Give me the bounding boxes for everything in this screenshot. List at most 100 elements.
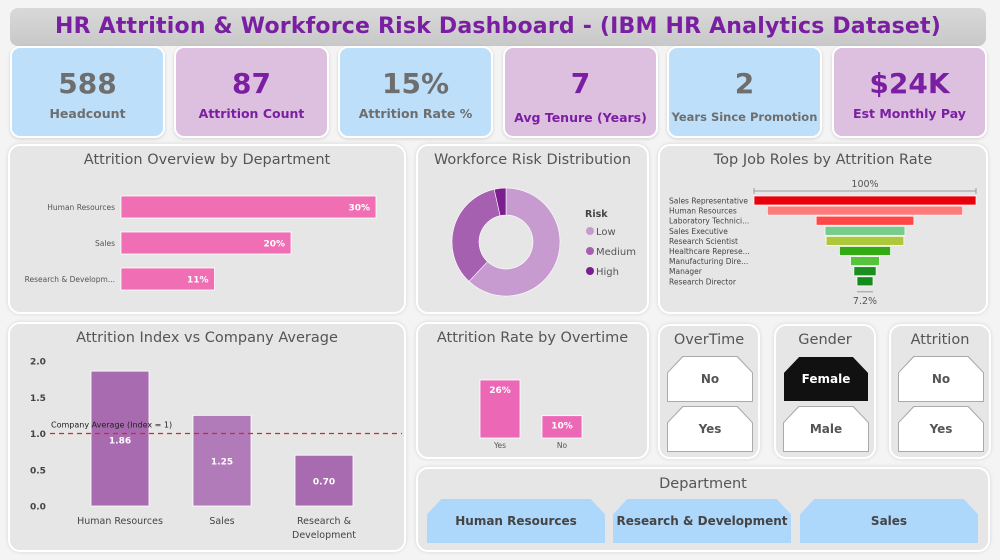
department-option-rnd[interactable]: Research & Development	[613, 499, 791, 543]
bar	[541, 415, 583, 439]
slicer-title: Gender	[798, 332, 852, 348]
legend-label: High	[596, 267, 619, 278]
kpi-attrition-rate: 15% Attrition Rate %	[338, 46, 493, 138]
kpi-headcount: 588 Headcount	[10, 46, 165, 138]
y-tick-label: 2.0	[30, 358, 46, 368]
kpi-label: Years Since Promotion	[671, 110, 818, 124]
attrition-index-panel: Attrition Index vs Company Average 0.0 0.…	[8, 322, 406, 552]
risk-distribution-panel: Workforce Risk Distribution Risk Low Mediu…	[416, 144, 649, 314]
kpi-label: Est Monthly Pay	[853, 106, 966, 121]
legend-label: Low	[596, 227, 616, 238]
chart-title: Attrition Overview by Department	[83, 152, 331, 168]
funnel-category-label: Healthcare Represe...	[669, 247, 750, 256]
funnel-bar	[825, 236, 905, 246]
bar-value-label: 1.25	[211, 458, 233, 468]
department-option-sales[interactable]: Sales	[800, 499, 978, 543]
funnel-bar	[850, 256, 880, 266]
kpi-value: 87	[232, 67, 271, 100]
y-tick-label: 1.5	[30, 394, 46, 404]
chart-title: Top Job Roles by Attrition Rate	[713, 152, 933, 168]
funnel-category-label: Research Director	[669, 277, 737, 286]
funnel-bar	[824, 225, 906, 236]
dashboard-title: HR Attrition & Workforce Risk Dashboard …	[10, 8, 986, 46]
funnel-bar	[815, 215, 915, 226]
funnel-category-label: Manager	[669, 267, 703, 276]
kpi-label: Attrition Count	[198, 106, 305, 121]
funnel-bar	[766, 205, 964, 216]
funnel-bar	[753, 195, 977, 206]
bar	[120, 267, 215, 291]
bar-category-label: Research & Developm...	[25, 275, 115, 284]
kpi-value: 7	[570, 67, 591, 100]
x-category-label: Yes	[493, 441, 506, 450]
chart-title: Workforce Risk Distribution	[433, 152, 632, 168]
legend-marker	[586, 227, 594, 235]
kpi-value: $24K	[869, 67, 950, 100]
bar-category-label: Sales	[95, 239, 115, 248]
funnel-category-label: Sales Executive	[669, 227, 728, 236]
gender-slicer: Gender Female Male	[774, 324, 876, 459]
donut-slice	[468, 187, 561, 297]
job-roles-panel: Top Job Roles by Attrition Rate 100% Sale…	[658, 144, 988, 314]
overtime-attrition-chart: 26% Yes 10% No	[479, 379, 583, 450]
bar-value-label: 20%	[263, 240, 285, 250]
slicer-title: OverTime	[673, 332, 745, 348]
gender-option-male[interactable]: Male	[784, 407, 868, 451]
attrition-option-no[interactable]: No	[899, 357, 983, 401]
attrition-index-chart: 0.0 0.5 1.0 1.5 2.0 1.86 1.25 0.70 Company Avera…	[30, 358, 402, 541]
company-average-label: Company Average (Index = 1)	[51, 421, 172, 430]
overtime-option-no[interactable]: No	[668, 357, 752, 401]
attrition-slicer: Attrition No Yes	[889, 324, 991, 459]
kpi-attrition-count: 87 Attrition Count	[174, 46, 329, 138]
overtime-slicer: OverTime No Yes	[658, 324, 760, 459]
department-option-hr[interactable]: Human Resources	[427, 499, 605, 543]
donut-slice	[493, 187, 507, 217]
kpi-years-since-promotion: 2 Years Since Promotion	[667, 46, 822, 138]
funnel-bar	[856, 276, 874, 287]
bar-category-label: Human Resources	[47, 203, 115, 212]
kpi-value: 15%	[381, 67, 450, 100]
kpi-value: 588	[58, 67, 117, 100]
bar	[192, 414, 252, 507]
dept-attrition-chart: Human Resources 30% Sales 20% Research & Dev…	[25, 195, 377, 291]
kpi-value: 2	[734, 67, 755, 100]
chart-title: Attrition Index vs Company Average	[76, 330, 338, 346]
bar-value-label: 30%	[348, 204, 370, 214]
x-category-label: Human Resources	[77, 516, 163, 527]
chart-title: Attrition Rate by Overtime	[436, 330, 629, 346]
y-tick-label: 0.5	[30, 466, 46, 476]
funnel-bottom-label: 7.2%	[853, 296, 877, 307]
bar	[294, 454, 354, 507]
gender-option-female[interactable]: Female	[784, 357, 868, 401]
legend-title: Risk	[585, 209, 608, 220]
risk-donut-chart: Risk Low Medium High	[451, 187, 636, 297]
dept-attrition-panel: Attrition Overview by Department Human R…	[8, 144, 406, 314]
bar-value-label: 26%	[489, 386, 511, 396]
bar-value-label: 11%	[187, 276, 209, 286]
overtime-option-yes[interactable]: Yes	[668, 407, 752, 451]
kpi-monthly-pay: $24K Est Monthly Pay	[832, 46, 987, 138]
legend-label: Medium	[596, 247, 636, 258]
y-tick-label: 0.0	[30, 503, 46, 513]
kpi-avg-tenure: 7 Avg Tenure (Years)	[503, 46, 658, 138]
department-slicer: Department Human Resources Research & De…	[416, 467, 990, 552]
bar-value-label: 10%	[551, 422, 573, 432]
x-category-label: Development	[292, 530, 356, 541]
funnel-category-label: Sales Representative	[669, 197, 748, 206]
x-category-label: Research &	[297, 516, 352, 527]
funnel-category-label: Manufacturing Dire...	[669, 257, 748, 266]
kpi-label: Attrition Rate %	[358, 106, 473, 121]
x-category-label: Sales	[209, 516, 234, 527]
bar-value-label: 0.70	[313, 478, 335, 488]
x-category-label: No	[557, 441, 568, 450]
bar	[120, 231, 292, 255]
overtime-attrition-panel: Attrition Rate by Overtime 26% Yes 10% No	[416, 322, 649, 459]
funnel-bar	[853, 266, 877, 277]
y-tick-label: 1.0	[30, 430, 46, 440]
funnel-bar	[839, 246, 891, 256]
donut-slice	[451, 188, 501, 282]
attrition-option-yes[interactable]: Yes	[899, 407, 983, 451]
bar	[120, 195, 377, 219]
slicer-title: Department	[659, 476, 747, 492]
